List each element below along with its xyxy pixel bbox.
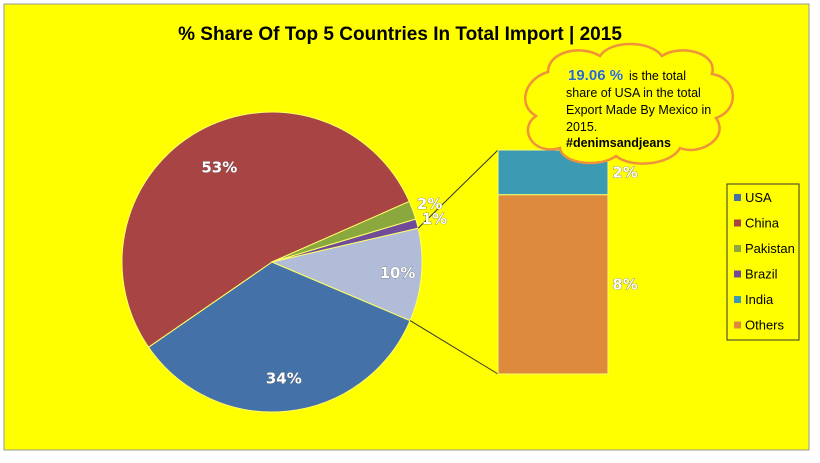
pie-label-china: 53%	[201, 159, 237, 177]
legend-swatch-pakistan	[734, 245, 741, 252]
pie-labels: 34% 53% 2%1% 10%	[201, 158, 447, 387]
connector-line-top	[417, 149, 499, 229]
connector-lines	[409, 149, 499, 375]
legend-label-china: China	[745, 216, 780, 231]
callout-line2: share of USA in the total	[566, 86, 701, 100]
legend-swatch-others	[734, 321, 741, 329]
legend-swatch-china	[734, 219, 741, 227]
pie-label-others-india-others: 10%	[380, 264, 416, 282]
bar-segment-others	[497, 194, 609, 375]
legend-label-pakistan: Pakistan	[745, 241, 795, 256]
legend-swatch-usa	[734, 194, 741, 201]
pie-label-usa: 34%	[266, 369, 302, 387]
callout-highlight: 19.06 %	[568, 67, 623, 84]
callout-line1: is the total	[629, 69, 686, 83]
legend-label-brazil: Brazil	[745, 267, 778, 282]
pie-slice-others-india-others	[270, 227, 423, 322]
callout-line4: 2015.	[566, 120, 597, 134]
legend-label-india: India	[745, 292, 774, 307]
pie-label-brazil: 1%	[422, 210, 447, 228]
pie-slice-usa	[147, 261, 411, 413]
callout-hashtag: #denimsandjeans	[566, 136, 671, 150]
chart-title: % Share Of Top 5 Countries In Total Impo…	[178, 24, 622, 45]
connector-line-bottom	[409, 320, 499, 375]
callout-cloud: 19.06 % is the total share of USA in the…	[524, 42, 734, 165]
legend-box	[726, 183, 800, 341]
pie-label-pakistan: 2%	[417, 195, 442, 213]
legend-swatch-india	[734, 296, 741, 303]
legend-label-others: Others	[745, 318, 785, 333]
legend-swatch-brazil	[734, 270, 741, 278]
bar-label-india: 2%	[612, 163, 637, 181]
bar-label-others: 8%	[612, 275, 637, 293]
cloud-shape	[524, 42, 734, 165]
legend-label-usa: USA	[745, 190, 772, 205]
breakout-bar: 2% 8%	[497, 149, 638, 375]
legend: USA China Pakistan Brazil India Others	[734, 190, 795, 333]
callout-line3: Export Made By Mexico in	[566, 103, 711, 117]
pie-slice-china	[121, 111, 410, 348]
pie-group	[121, 111, 423, 413]
